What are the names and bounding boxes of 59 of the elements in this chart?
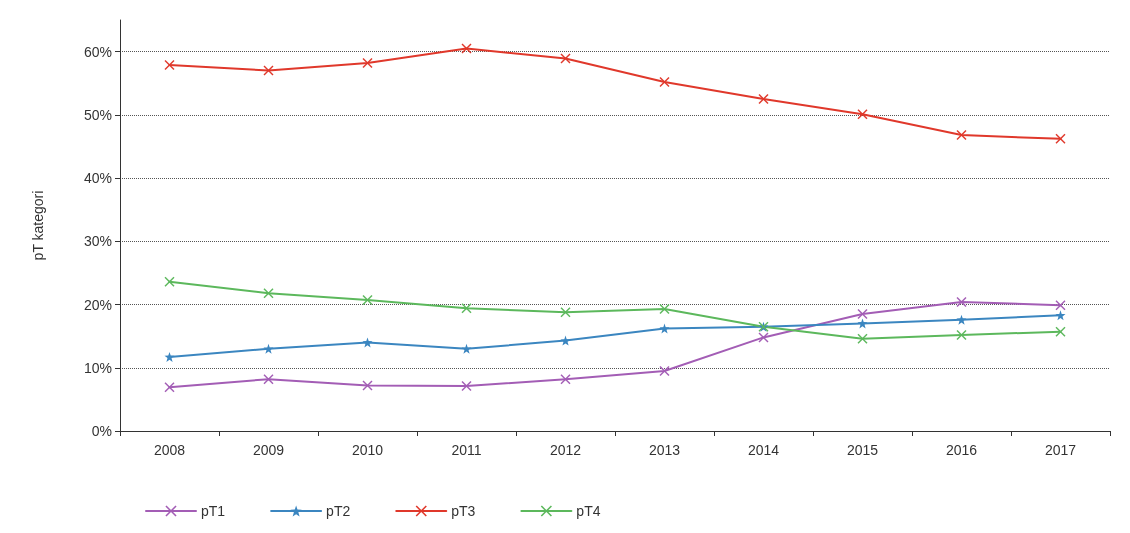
point: [164, 382, 175, 393]
point: [1055, 133, 1066, 144]
point: [560, 53, 571, 64]
point: [461, 43, 472, 54]
point: [956, 130, 967, 141]
point: [857, 109, 868, 120]
legend-label: pT2: [326, 503, 351, 519]
point: [362, 295, 373, 306]
x-tick-label: 2015: [846, 442, 879, 458]
y-tick-label: 20%: [83, 296, 112, 313]
point: [362, 380, 373, 391]
point: [956, 297, 967, 308]
point: [857, 333, 868, 344]
x-tick-label: 2013: [648, 442, 681, 458]
point: [263, 343, 274, 354]
point: [362, 58, 373, 68]
point: [362, 337, 373, 348]
point: [758, 332, 769, 343]
point: [164, 352, 175, 363]
x-tick-label: 2012: [549, 442, 582, 458]
point: [461, 381, 472, 392]
y-tick-label: 30%: [83, 233, 112, 250]
point: [164, 276, 175, 287]
x-tick-label: 2010: [351, 442, 384, 458]
y-axis-title: pT kategori: [30, 190, 46, 261]
point: [659, 323, 670, 334]
x-tick-label: 2009: [252, 442, 285, 458]
point: [1055, 300, 1066, 311]
point: [164, 59, 175, 70]
point: [461, 343, 472, 354]
point: [263, 374, 274, 385]
point: [560, 307, 571, 318]
y-tick-label: 10%: [83, 359, 112, 376]
point: [956, 329, 967, 340]
point: [263, 65, 274, 76]
x-tick-label: 2014: [747, 442, 780, 458]
point: [560, 374, 571, 385]
y-tick-label: 60%: [83, 43, 112, 60]
point: [1055, 326, 1066, 337]
point: [758, 94, 769, 105]
y-tick-label: 0%: [91, 423, 112, 439]
x-tick-label: 2016: [945, 442, 978, 458]
point: [857, 318, 868, 329]
x-tick-label: 2008: [153, 442, 186, 458]
point: [659, 303, 670, 314]
legend-label: pT4: [576, 503, 601, 519]
x-tick-label: 2011: [451, 442, 482, 458]
y-tick-label: 40%: [83, 170, 112, 187]
y-tick-label: 50%: [83, 106, 112, 123]
point: [956, 314, 967, 325]
point: [461, 303, 472, 314]
point: [659, 76, 670, 87]
point: [857, 309, 868, 320]
legend-label: pT3: [451, 503, 476, 519]
point: [659, 365, 670, 376]
point: [263, 288, 274, 299]
x-tick-label: 2017: [1044, 442, 1077, 458]
point: [1055, 310, 1066, 321]
legend-label: pT1: [201, 503, 226, 519]
